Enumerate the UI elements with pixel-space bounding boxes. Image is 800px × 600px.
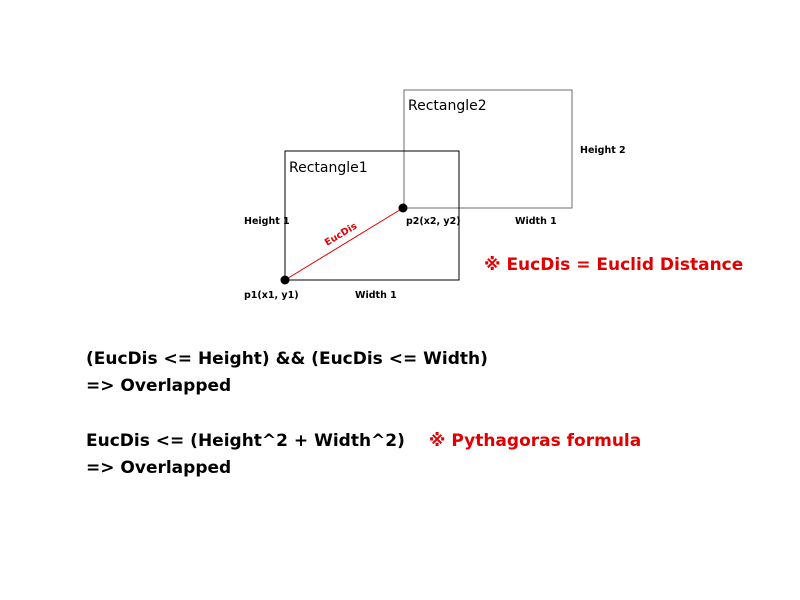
rectangle-1-title: Rectangle1 (289, 160, 368, 176)
rule-2-result: => Overlapped (86, 458, 232, 478)
rectangle-2-title: Rectangle2 (408, 98, 487, 114)
point-p1 (280, 275, 290, 285)
height-1-label: Height 1 (244, 216, 290, 227)
eucdis-label: EucDis (323, 221, 360, 249)
p1-label: p1(x1, y1) (244, 290, 299, 301)
rule-1-result: => Overlapped (86, 376, 232, 396)
p2-label: p2(x2, y2) (406, 216, 461, 227)
eucdis-line (284, 207, 404, 281)
rule-2-condition-row: EucDis <= (Height^2 + Width^2) ※ Pythagor… (86, 428, 641, 455)
rectangle-1 (284, 150, 460, 281)
rule-2-condition: EucDis <= (Height^2 + Width^2) (86, 431, 405, 451)
rectangle-2-width-label: Width 1 (515, 216, 557, 227)
rectangle-1-width-label: Width 1 (355, 290, 397, 301)
overlap-diagram: Rectangle2 Rectangle1 Height 2 Height 1 … (244, 89, 743, 301)
height-2-label: Height 2 (580, 145, 626, 156)
point-p2 (398, 203, 408, 213)
eucdis-note: ※ EucDis = Euclid Distance (484, 255, 743, 275)
rectangle-2 (403, 89, 573, 209)
rule-1-condition: (EucDis <= Height) && (EucDis <= Width) (86, 349, 488, 369)
pythagoras-note: ※ Pythagoras formula (428, 431, 642, 451)
